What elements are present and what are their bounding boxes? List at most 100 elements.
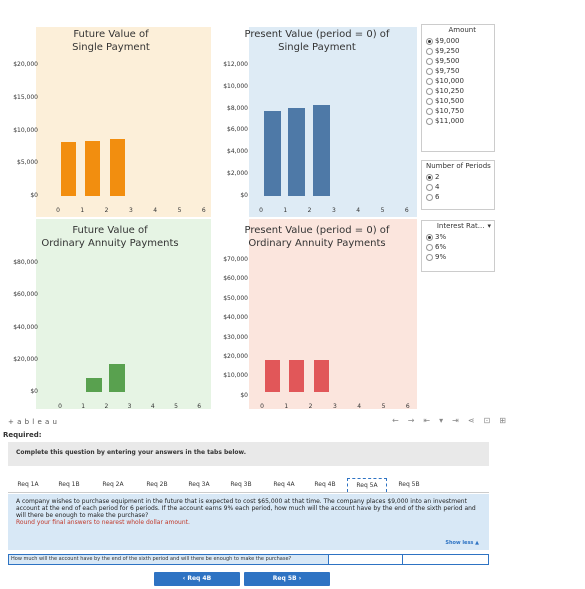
tab-req-1a[interactable]: Req 1A — [17, 481, 39, 488]
x-tick-label: 4 — [150, 403, 155, 410]
interest-filter: Interest Rat... ▾ 3% 6% 9% — [421, 220, 495, 272]
tab-req-2b[interactable]: Req 2B — [146, 481, 168, 488]
radio-option[interactable]: $10,250 — [426, 86, 494, 96]
x-tick-label: 3 — [331, 207, 336, 214]
answer-enough-input[interactable] — [403, 555, 488, 564]
y-tick-label: $0 — [30, 192, 38, 199]
comment-icon[interactable]: ⊡ — [483, 416, 491, 425]
radio-button[interactable] — [426, 243, 433, 251]
title-line1: Future Value of — [72, 225, 148, 236]
x-tick-label: 3 — [127, 403, 132, 410]
radio-button[interactable] — [426, 193, 433, 201]
more-icon[interactable]: ▾ — [439, 416, 444, 425]
tab-req-3b[interactable]: Req 3B — [230, 481, 252, 488]
show-less-link[interactable]: Show less ▲ — [445, 540, 479, 546]
radio-button[interactable] — [426, 37, 433, 45]
x-tick-label: 1 — [81, 403, 86, 410]
tab-req-1b[interactable]: Req 1B — [58, 481, 80, 488]
y-tick-label: $70,000 — [223, 256, 248, 263]
answer-prompt-text: How much will the account have by the en… — [9, 555, 329, 564]
x-tick-label: 1 — [80, 207, 85, 214]
radio-label: 9% — [435, 253, 447, 261]
redo-icon[interactable]: → — [407, 416, 415, 425]
answer-amount-input[interactable] — [329, 555, 403, 564]
radio-option[interactable]: $10,500 — [426, 96, 494, 106]
problem-text: A company wishes to purchase equipment i… — [16, 498, 476, 519]
tableau-logo[interactable]: + a b l e a u — [8, 418, 58, 426]
radio-option[interactable]: $11,000 — [426, 116, 494, 126]
radio-button[interactable] — [426, 173, 433, 181]
tab-req-5b[interactable]: Req 5B — [398, 481, 420, 488]
title-line2: Ordinary Annuity Payments — [248, 238, 386, 249]
y-tick-label: $40,000 — [223, 314, 248, 322]
radio-button[interactable] — [426, 87, 433, 95]
revert-icon[interactable]: ⇤ — [423, 416, 431, 425]
radio-button[interactable] — [426, 57, 433, 65]
radio-option[interactable]: 2 — [426, 172, 494, 182]
y-tick-label: $10,000 — [13, 126, 38, 134]
periods-label: Number of Periods — [426, 162, 491, 170]
y-tick-label: $20,000 — [13, 61, 38, 68]
undo-icon[interactable]: ← — [392, 416, 399, 425]
x-tick-label: 3 — [128, 207, 133, 214]
next-button[interactable]: Req 5B › — [244, 572, 330, 586]
radio-option[interactable]: 6% — [426, 242, 494, 252]
radio-button[interactable] — [426, 77, 433, 85]
pause-icon[interactable]: ⇥ — [452, 416, 459, 425]
x-tick-label: 6 — [201, 207, 206, 214]
y-tick-label: $20,000 — [223, 353, 248, 360]
x-tick-label: 4 — [153, 207, 158, 214]
answer-block: How much will the account have by the en… — [8, 554, 489, 565]
y-tick-label: $4,000 — [227, 148, 248, 156]
radio-option[interactable]: 4 — [426, 182, 494, 192]
radio-button[interactable] — [426, 97, 433, 105]
share-icon[interactable]: ⋖ — [467, 416, 475, 425]
fullscreen-icon[interactable]: ⊞ — [499, 416, 506, 425]
radio-label: $9,500 — [435, 57, 460, 65]
chart-title-pv-annuity: Present Value (period = 0) of Ordinary A… — [232, 224, 402, 250]
tab-req-4b[interactable]: Req 4B — [314, 481, 336, 488]
tableau-toolbar: ← → ⇤ ▾ ⇥ ⋖ ⊡ ⊞ — [392, 416, 506, 425]
x-tick-label: 4 — [357, 403, 362, 410]
radio-option[interactable]: 9% — [426, 252, 494, 262]
title-line2: Single Payment — [72, 42, 150, 53]
round-note: Round your final answers to nearest whol… — [16, 519, 190, 526]
tab-req-3a[interactable]: Req 3A — [188, 481, 210, 488]
radio-option[interactable]: 3% — [426, 232, 494, 242]
x-tick-label: 5 — [381, 403, 386, 410]
radio-option[interactable]: 6 — [426, 192, 494, 202]
radio-button[interactable] — [426, 183, 433, 191]
radio-option[interactable]: $9,250 — [426, 46, 494, 56]
radio-button[interactable] — [426, 117, 433, 125]
tab-req-2a[interactable]: Req 2A — [102, 481, 124, 488]
radio-button[interactable] — [426, 233, 433, 241]
radio-label: $11,000 — [435, 117, 464, 125]
x-tick-label: 4 — [356, 207, 361, 214]
y-tick-label: $15,000 — [13, 93, 38, 101]
y-tick-label: $0 — [240, 191, 248, 199]
prev-button[interactable]: ‹ Req 4B — [154, 572, 240, 586]
radio-button[interactable] — [426, 67, 433, 75]
radio-button[interactable] — [426, 47, 433, 55]
title-line1: Present Value (period = 0) of — [244, 225, 390, 236]
radio-option[interactable]: $9,500 — [426, 56, 494, 66]
y-tick-label: $10,000 — [223, 82, 248, 90]
radio-option[interactable]: $9,000 — [426, 36, 494, 46]
amount-options: $9,000 $9,250 $9,500 $9,750 $10,000 $10,250 $1… — [422, 36, 494, 126]
required-label: Required: — [3, 431, 42, 439]
tab-req-4a[interactable]: Req 4A — [273, 481, 295, 488]
radio-option[interactable]: $9,750 — [426, 66, 494, 76]
chevron-down-icon[interactable]: ▾ — [487, 222, 491, 230]
x-tick-label: 6 — [404, 207, 409, 214]
instruction-box: Complete this question by entering your … — [8, 442, 489, 466]
y-tick-label: $80,000 — [13, 259, 38, 266]
y-tick-label: $2,000 — [227, 170, 248, 177]
tab-req-5a[interactable]: Req 5A — [347, 478, 387, 492]
radio-option[interactable]: $10,750 — [426, 106, 494, 116]
y-tick-label: $60,000 — [223, 275, 248, 283]
radio-button[interactable] — [426, 107, 433, 115]
chart-bar — [313, 360, 329, 392]
radio-option[interactable]: $10,000 — [426, 76, 494, 86]
interest-header: Interest Rat... ▾ — [422, 221, 494, 232]
radio-button[interactable] — [426, 253, 433, 261]
